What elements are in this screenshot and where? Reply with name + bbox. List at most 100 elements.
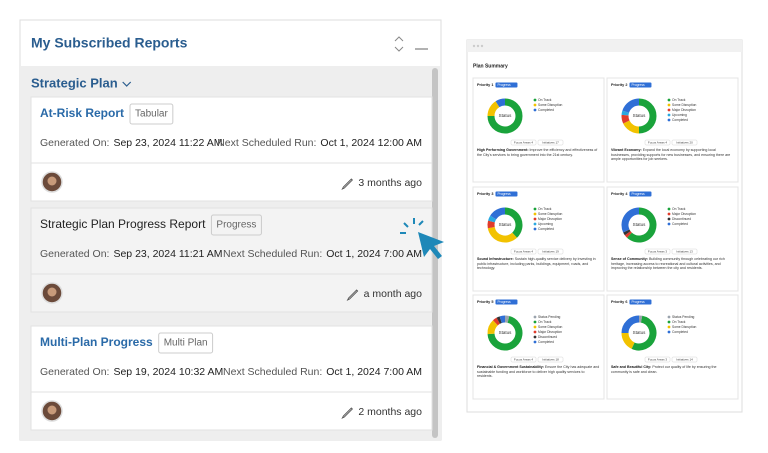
focus-button[interactable] xyxy=(510,248,537,255)
legend-swatch xyxy=(667,212,671,216)
next-run-label: Next Scheduled Run: xyxy=(223,366,322,378)
focus-label: Focus Areas 4 xyxy=(514,357,534,361)
focus-label: Focus Areas 4 xyxy=(514,140,534,144)
donut-segment xyxy=(623,229,631,236)
donut-center-label: Status xyxy=(633,330,647,335)
legend-swatch xyxy=(533,98,537,102)
sort-icon[interactable] xyxy=(394,36,404,52)
focus-label: Focus Areas 4 xyxy=(648,140,668,144)
priority-label: Priority 1 xyxy=(477,83,493,87)
edit-icon[interactable] xyxy=(341,407,353,420)
legend-label: Major Disruption xyxy=(538,217,562,221)
description-heading: Sound Infrastructure: xyxy=(477,257,514,261)
focus-button[interactable] xyxy=(510,139,537,146)
donut-segment xyxy=(490,207,506,220)
priority-description: Vibrant Economy: Expand the local econom… xyxy=(611,148,734,162)
legend-swatch xyxy=(533,315,537,319)
legend-label: On Track xyxy=(672,98,686,102)
focus-button[interactable] xyxy=(644,139,671,146)
preview-titlebar xyxy=(467,40,742,52)
window-dot xyxy=(476,44,480,48)
report-card[interactable] xyxy=(30,207,433,313)
initiatives-button[interactable] xyxy=(537,248,564,255)
legend-label: Major Disruption xyxy=(672,212,696,216)
legend-swatch xyxy=(533,217,537,221)
report-card[interactable] xyxy=(30,96,433,202)
donut-segment xyxy=(504,207,523,238)
priority-description: Financial & Government Sustainability: E… xyxy=(477,365,600,379)
priority-label: Priority 4 xyxy=(611,192,628,196)
donut-segment xyxy=(621,332,635,349)
legend-swatch xyxy=(667,207,671,211)
avatar-face xyxy=(47,287,57,297)
focus-button[interactable] xyxy=(644,356,671,363)
progress-label: Progress xyxy=(497,192,511,196)
progress-pill xyxy=(629,191,652,197)
donut-center-label: Status xyxy=(633,113,647,118)
group-chevron[interactable] xyxy=(122,81,132,87)
legend-label: Discontinued xyxy=(672,217,691,221)
report-tag: Tabular xyxy=(135,109,168,120)
report-title[interactable]: At-Risk Report xyxy=(40,106,124,120)
progress-pill xyxy=(629,82,652,88)
description-body: Improve the efficiency and effectiveness… xyxy=(477,148,598,157)
progress-pill xyxy=(495,82,518,88)
legend-swatch xyxy=(533,103,537,107)
description-text: Financial & Government Sustainability: E… xyxy=(477,365,600,379)
initiatives-button[interactable] xyxy=(537,139,564,146)
group-title[interactable]: Strategic Plan xyxy=(31,75,118,90)
progress-pill xyxy=(495,191,518,197)
legend-label: Completed xyxy=(672,222,688,226)
tag-box xyxy=(129,103,174,125)
legend-label: Some Disruption xyxy=(672,103,697,107)
legend-label: Major Disruption xyxy=(672,108,696,112)
edit-icon[interactable] xyxy=(346,289,359,302)
avatar-face xyxy=(47,176,57,186)
donut-segment xyxy=(638,98,657,134)
donut-segment xyxy=(496,316,502,324)
focus-button[interactable] xyxy=(644,248,671,255)
donut-segment xyxy=(495,98,506,108)
legend-label: Some Disruption xyxy=(538,212,563,216)
next-run-label: Next Scheduled Run: xyxy=(217,137,316,149)
legend-swatch xyxy=(533,330,537,334)
generated-info: Generated On: Sep 19, 2024 10:32 AM xyxy=(40,366,223,378)
report-tag: Progress xyxy=(216,220,256,231)
description-body: Sustain high-quality service delivery by… xyxy=(477,257,596,271)
legend-swatch xyxy=(533,227,537,231)
focus-button[interactable] xyxy=(510,356,537,363)
updated-time: 2 months ago xyxy=(358,406,422,418)
generated-date: Sep 23, 2024 11:21 AM xyxy=(113,248,222,260)
initiatives-button[interactable] xyxy=(537,356,564,363)
priority-description: Sense of Community: Building community t… xyxy=(611,257,734,271)
donut-segment xyxy=(487,320,499,335)
legend-swatch xyxy=(533,222,537,226)
initiatives-button[interactable] xyxy=(671,248,698,255)
priority-label: Priority 3 xyxy=(477,192,493,196)
priority-label: Priority 2 xyxy=(611,83,627,87)
description-heading: Financial & Government Sustainability: xyxy=(477,365,544,369)
report-card[interactable] xyxy=(30,325,433,431)
legend-label: Completed xyxy=(538,108,554,112)
legend-label: Major Disruption xyxy=(538,330,562,334)
progress-label: Progress xyxy=(631,300,645,304)
legend-label: Some Disruption xyxy=(538,325,563,329)
edit-icon[interactable] xyxy=(341,178,353,191)
legend-label: Upcoming xyxy=(538,222,553,226)
report-title[interactable]: Multi-Plan Progress xyxy=(40,335,153,349)
initiatives-button[interactable] xyxy=(671,139,698,146)
generated-label: Generated On: xyxy=(40,137,109,149)
donut-segment xyxy=(622,98,640,114)
initiatives-label: Initiatives 19 xyxy=(542,249,559,253)
legend-swatch xyxy=(667,118,671,122)
description-text: Vibrant Economy: Expand the local econom… xyxy=(611,148,734,162)
donut-segment xyxy=(487,316,523,351)
initiatives-button[interactable] xyxy=(671,356,698,363)
legend-label: Completed xyxy=(672,118,688,122)
description-text: Sense of Community: Building community t… xyxy=(611,257,734,271)
description-body: Expand the local economy by supporting l… xyxy=(611,148,731,162)
click-burst xyxy=(400,218,424,234)
donut-segment xyxy=(487,98,523,134)
report-title[interactable]: Strategic Plan Progress Report xyxy=(40,217,206,231)
